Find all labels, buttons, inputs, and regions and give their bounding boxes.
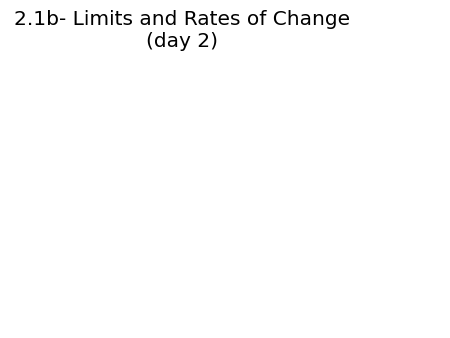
Text: 2.1b- Limits and Rates of Change
(day 2): 2.1b- Limits and Rates of Change (day 2)	[14, 10, 350, 51]
